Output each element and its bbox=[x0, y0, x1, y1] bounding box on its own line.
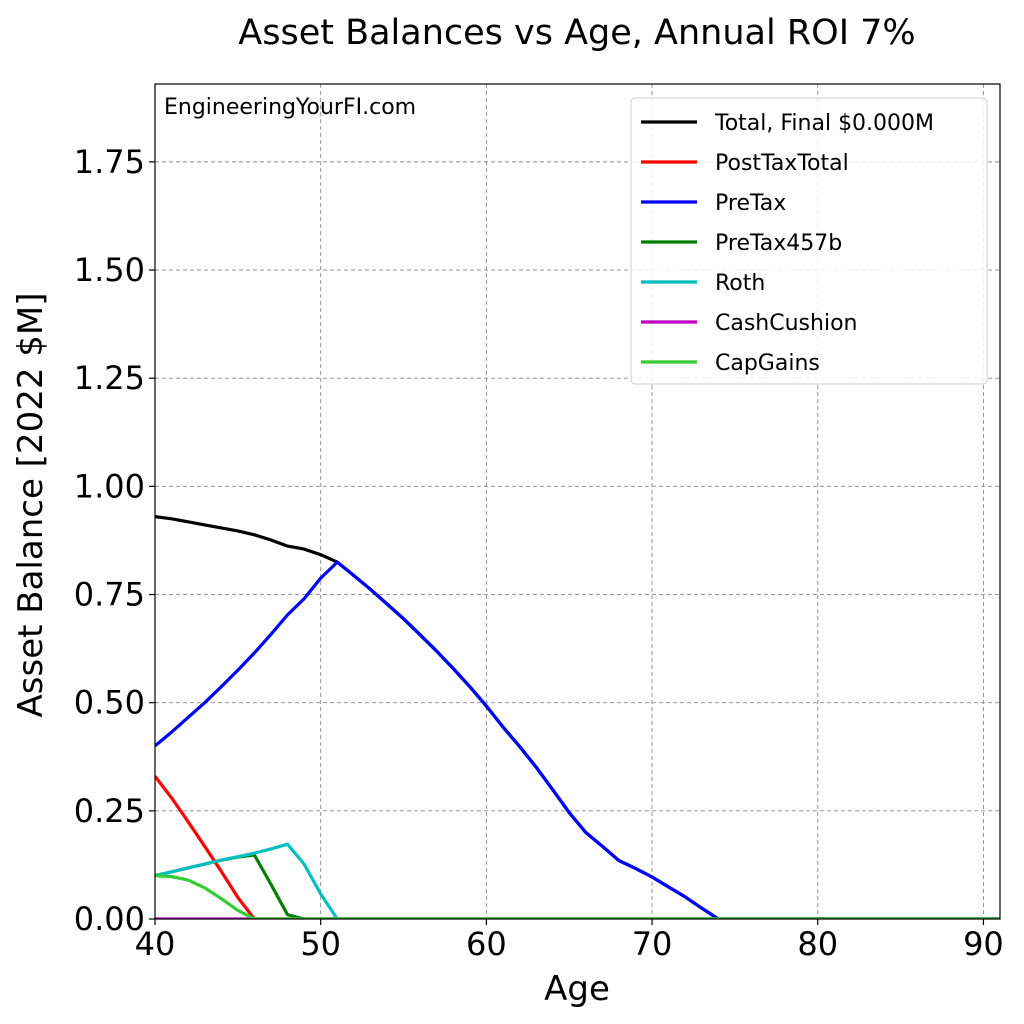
tick-group: 40 50 60 70 80 90 0.00 0.25 0.50 0.75 1.00 1.25 1.50… bbox=[74, 143, 1004, 963]
legend-label: PreTax457b bbox=[715, 231, 842, 256]
series-line-total-final-0-000m bbox=[155, 515, 1000, 919]
y-tick-label: 1.50 bbox=[74, 251, 145, 289]
legend-label: Roth bbox=[715, 271, 765, 296]
series-line-pretax457b bbox=[155, 853, 1000, 919]
x-tick-label: 40 bbox=[135, 925, 176, 963]
legend-label: PostTaxTotal bbox=[715, 151, 849, 176]
y-tick-label: 1.25 bbox=[74, 359, 145, 397]
legend-item-capgains: CapGains bbox=[641, 351, 820, 376]
series-line-capgains bbox=[155, 874, 1000, 919]
y-tick-label: 0.00 bbox=[74, 900, 145, 938]
legend-item-posttaxtotal: PostTaxTotal bbox=[641, 151, 849, 176]
series-line-posttaxtotal bbox=[155, 775, 1000, 919]
legend-item-pretax457b: PreTax457b bbox=[641, 231, 842, 256]
y-axis-label: Asset Balance [2022 $M] bbox=[11, 293, 51, 718]
series-line-pretax bbox=[155, 560, 1000, 919]
legend: Total, Final $0.000M PostTaxTotal PreTax Pr… bbox=[630, 97, 988, 385]
legend-box bbox=[630, 97, 988, 385]
y-tick-label: 0.75 bbox=[74, 576, 145, 614]
legend-label: CashCushion bbox=[715, 311, 857, 336]
legend-label: PreTax bbox=[715, 191, 786, 216]
watermark-annotation: EngineeringYourFI.com bbox=[164, 95, 416, 120]
series-group bbox=[155, 515, 1000, 919]
legend-item-cashcushion: CashCushion bbox=[641, 311, 857, 336]
x-tick-label: 70 bbox=[632, 925, 673, 963]
x-axis-label: Age bbox=[544, 969, 610, 1009]
legend-item-total-final-0-000m: Total, Final $0.000M bbox=[641, 111, 934, 136]
y-tick-label: 1.00 bbox=[74, 467, 145, 505]
chart-title: Asset Balances vs Age, Annual ROI 7% bbox=[238, 13, 915, 53]
y-tick-label: 1.75 bbox=[74, 143, 145, 181]
x-tick-label: 90 bbox=[963, 925, 1004, 963]
legend-label: Total, Final $0.000M bbox=[714, 111, 934, 136]
x-tick-label: 80 bbox=[797, 925, 838, 963]
y-tick-label: 0.50 bbox=[74, 684, 145, 722]
x-tick-label: 50 bbox=[300, 925, 341, 963]
plot-frame bbox=[154, 83, 1001, 920]
legend-label: CapGains bbox=[715, 351, 820, 376]
legend-item-roth: Roth bbox=[641, 271, 765, 296]
legend-item-pretax: PreTax bbox=[641, 191, 786, 216]
x-tick-label: 60 bbox=[466, 925, 507, 963]
series-line-roth bbox=[155, 842, 1000, 919]
y-tick-label: 0.25 bbox=[74, 792, 145, 830]
